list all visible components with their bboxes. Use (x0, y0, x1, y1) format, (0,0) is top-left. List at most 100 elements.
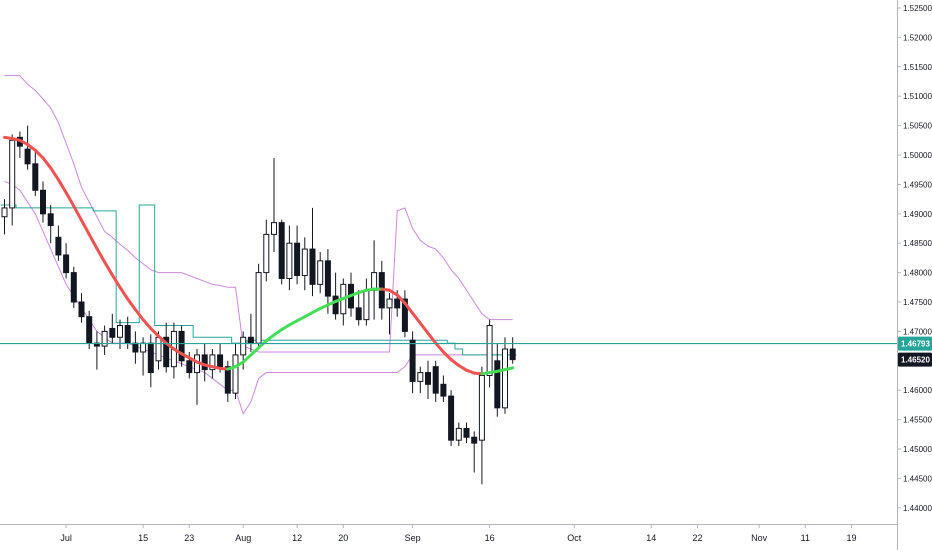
candle-up (255, 272, 262, 344)
candle-down (355, 307, 362, 321)
moving-average-segment (49, 166, 60, 182)
x-tick-label: Sep (405, 533, 421, 543)
candle-up (271, 222, 277, 235)
moving-average-segment (64, 191, 76, 208)
candle-down (201, 354, 208, 371)
candle-down (278, 222, 285, 279)
y-tick-label: 1.44500 (903, 474, 932, 483)
candle-down (332, 295, 339, 315)
y-tick-label: 1.45000 (903, 445, 932, 454)
moving-average-segment (441, 350, 453, 362)
y-tick-label: 1.48000 (903, 269, 932, 278)
moving-average-segment (103, 260, 114, 277)
y-tick-label: 1.50500 (903, 122, 932, 131)
candle-down (463, 427, 470, 438)
candle-down (247, 336, 254, 344)
candle-down (55, 236, 62, 256)
candle-up (286, 242, 293, 279)
x-tick-label: 14 (646, 533, 656, 543)
candle-down (294, 242, 301, 277)
candle-down (471, 436, 478, 444)
candles (1, 125, 516, 485)
price-marker-badge (898, 352, 932, 367)
price-marker-badge (898, 336, 932, 351)
candle-down (448, 395, 455, 441)
moving-average-segment (118, 285, 130, 301)
candle-down (178, 330, 185, 362)
candle-down (224, 366, 231, 394)
candle-down (324, 260, 331, 297)
candle-down (494, 360, 501, 409)
moving-average-segment (172, 347, 184, 356)
candle-up (363, 289, 370, 321)
x-tick-label: Oct (567, 533, 582, 543)
y-tick-label: 1.51000 (903, 92, 932, 101)
candle-down (432, 366, 439, 394)
moving-average-segment (272, 328, 284, 337)
price-axis[interactable]: 1.52500 1.52000 1.51500 1.51000 1.50500 1.500… (897, 0, 932, 550)
candle-up (140, 342, 147, 353)
moving-average-segment (110, 273, 122, 289)
candle-up (232, 354, 239, 394)
x-tick-label: 16 (485, 533, 495, 543)
moving-average-segment (411, 311, 422, 325)
y-tick-label: 1.47000 (903, 327, 932, 336)
candle-up (209, 354, 216, 371)
moving-average-segment (95, 246, 107, 264)
moving-average-segment (426, 331, 438, 345)
candle-up (386, 298, 393, 309)
moving-average-segment (234, 360, 245, 369)
candle-up (263, 233, 270, 274)
y-tick-label: 1.50000 (903, 151, 932, 160)
candle-up (478, 375, 485, 441)
moving-average-segment (133, 308, 145, 322)
band-lines (4, 75, 513, 415)
y-tick-label: 1.44000 (903, 504, 932, 513)
moving-average-segment (26, 142, 37, 152)
candle-up (155, 336, 162, 362)
y-tick-label: 1.51500 (903, 63, 932, 72)
moving-average-segment (126, 297, 137, 312)
x-tick-label: Nov (751, 533, 768, 543)
y-tick-label: 1.49500 (903, 180, 932, 189)
moving-average-segment (503, 366, 515, 372)
moving-average-segment (157, 334, 168, 345)
moving-average-segment (80, 218, 91, 236)
candle-down (86, 316, 93, 344)
candle-down (394, 298, 401, 309)
moving-average-segment (33, 148, 45, 160)
x-tick-label: 23 (184, 533, 194, 543)
moving-average-segment (264, 333, 276, 343)
x-tick-label: Aug (235, 533, 251, 543)
candle-down (147, 342, 154, 374)
candle-up (117, 325, 123, 338)
time-axis[interactable]: Jul 15 23 Aug 12 20 Sep 16 Oct 14 22 Nov 11 19 (0, 524, 897, 543)
x-tick-label: 22 (692, 533, 702, 543)
candle-up (317, 260, 324, 285)
y-tick-label: 1.52000 (903, 33, 932, 42)
upper-band-line (4, 75, 513, 353)
candle-down (509, 348, 516, 361)
moving-average-segment (141, 318, 153, 330)
candle-up (240, 336, 247, 356)
moving-average-segment (257, 339, 268, 350)
moving-average-segment (280, 323, 291, 332)
moving-average-segment (457, 364, 468, 372)
candle-down (24, 148, 31, 165)
candle-down (63, 254, 70, 274)
y-tick-label: 1.47500 (903, 298, 932, 307)
moving-average-segment (56, 178, 68, 195)
candle-up (502, 348, 508, 409)
price-markers: 1.46793 1.46520 (0, 336, 932, 367)
candle-down (70, 272, 77, 303)
candle-up (9, 139, 16, 209)
x-tick-label: 19 (846, 533, 856, 543)
candle-up (1, 207, 8, 218)
moving-average-segment (418, 321, 430, 335)
x-tick-label: 12 (292, 533, 302, 543)
price-marker-label: 1.46520 (901, 356, 930, 365)
candle-down (186, 360, 193, 374)
moving-average-segment (72, 204, 83, 222)
